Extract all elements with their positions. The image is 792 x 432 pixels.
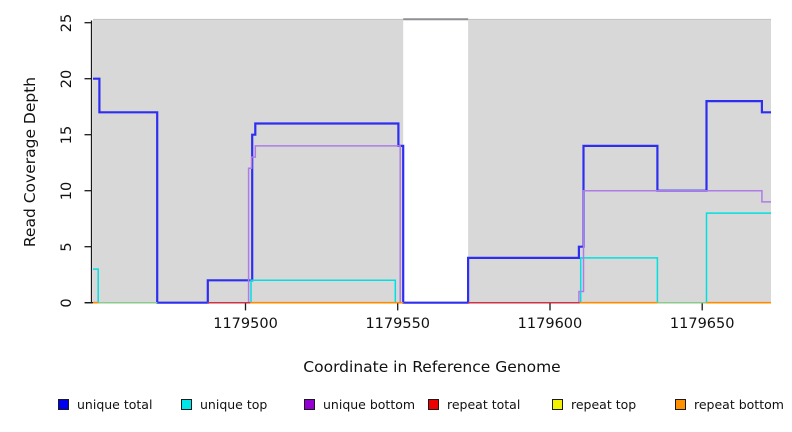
y-tick-label-25: 25 — [59, 13, 75, 32]
y-tick-label-15: 15 — [59, 125, 75, 144]
legend-swatch-unique-total — [58, 399, 69, 410]
legend-swatch-unique-bottom — [304, 399, 315, 410]
legend-swatch-repeat-total — [428, 399, 439, 410]
legend-item-repeat-total: repeat total — [428, 397, 520, 412]
plot-background-region — [468, 19, 771, 303]
y-tick-label-10: 10 — [59, 181, 75, 200]
legend-item-repeat-top: repeat top — [552, 397, 636, 412]
legend-item-unique-total: unique total — [58, 397, 152, 412]
x-axis-title: Coordinate in Reference Genome — [303, 358, 561, 376]
y-axis-title: Read Coverage Depth — [21, 76, 39, 248]
x-tick-label-1179500: 1179500 — [213, 315, 278, 332]
legend-swatch-repeat-top — [552, 399, 563, 410]
series-line-unique-bottom — [468, 189, 771, 304]
legend-label: repeat top — [571, 397, 637, 412]
y-tick-label-5: 5 — [59, 242, 75, 252]
y-tick-label-20: 20 — [59, 69, 75, 88]
legend-item-unique-top: unique top — [181, 397, 267, 412]
legend-swatch-unique-top — [181, 399, 192, 410]
legend-item-unique-bottom: unique bottom — [304, 397, 415, 412]
legend-swatch-repeat-bottom — [675, 399, 686, 410]
series-line-unique-bottom — [207, 145, 404, 304]
x-tick-label-1179550: 1179550 — [365, 315, 431, 332]
x-tick-label-1179650: 1179650 — [669, 315, 735, 332]
legend-label: unique top — [200, 397, 268, 412]
legend-label: unique total — [77, 397, 153, 412]
y-tick-label-0: 0 — [59, 298, 75, 308]
legend-label: repeat total — [447, 397, 521, 412]
series-line-unique-top — [468, 212, 771, 304]
legend-item-repeat-bottom: repeat bottom — [675, 397, 784, 412]
legend-label: unique bottom — [323, 397, 416, 412]
x-tick-label-1179600: 1179600 — [517, 315, 583, 332]
legend-label: repeat bottom — [694, 397, 784, 412]
